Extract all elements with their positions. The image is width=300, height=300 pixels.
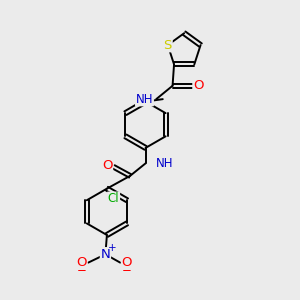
- Text: S: S: [164, 39, 172, 52]
- Text: O: O: [76, 256, 87, 269]
- Text: O: O: [122, 256, 132, 269]
- Text: −: −: [122, 265, 132, 278]
- Text: N: N: [100, 248, 110, 261]
- Text: Cl: Cl: [108, 192, 119, 205]
- Text: NH: NH: [156, 157, 173, 170]
- Text: NH: NH: [136, 93, 153, 106]
- Text: +: +: [108, 243, 116, 253]
- Text: O: O: [102, 159, 112, 172]
- Text: −: −: [77, 265, 87, 278]
- Text: O: O: [193, 79, 204, 92]
